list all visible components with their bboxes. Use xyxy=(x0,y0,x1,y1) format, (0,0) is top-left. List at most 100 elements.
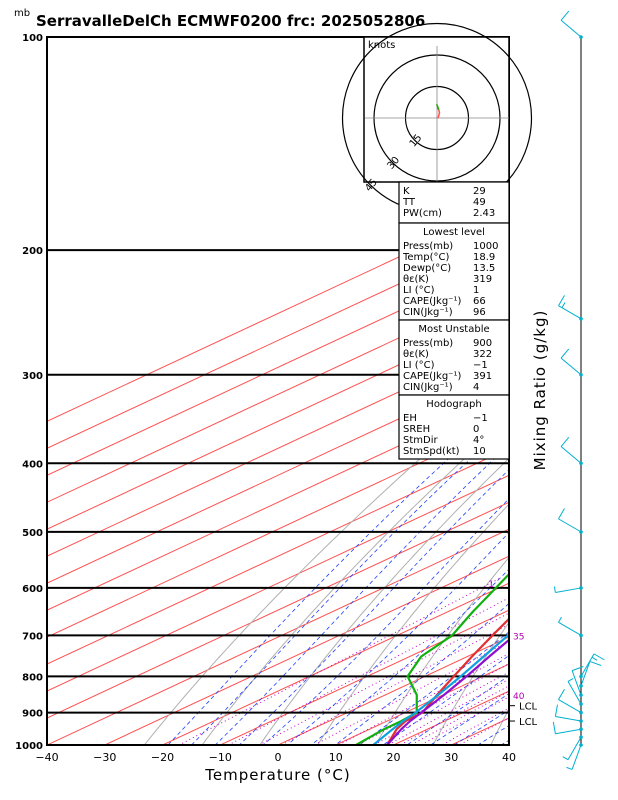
x-axis-title: Temperature (°C) xyxy=(204,766,350,784)
stats-row-label: CIN(Jkg⁻¹) xyxy=(403,382,453,393)
stats-row-label: CIN(Jkg⁻¹) xyxy=(403,307,453,318)
stats-row-label: EH xyxy=(403,413,417,424)
stats-row-value: 66 xyxy=(473,296,486,307)
stats-row-label: K xyxy=(403,186,410,197)
pressure-tick-label: 1000 xyxy=(15,741,43,752)
wind-barb-staff xyxy=(580,661,591,687)
dry-adiabat-line xyxy=(259,457,509,745)
temperature-tick-label: 40 xyxy=(502,751,516,764)
chart-title: SerravalleDelCh ECMWF0200 frc: 202505280… xyxy=(36,12,425,30)
wind-barb-flag xyxy=(552,721,556,734)
moist-adiabat-line xyxy=(310,568,509,745)
stats-row-label: StmDir xyxy=(403,435,438,446)
wind-barb-flag xyxy=(571,666,584,672)
stats-row-value: 322 xyxy=(473,349,492,360)
wind-barb-staff xyxy=(560,357,582,376)
dry-adiabat-line xyxy=(143,380,509,745)
temperature-tick-label: −20 xyxy=(151,751,174,764)
wind-barb-flag xyxy=(591,656,598,661)
dry-adiabat-line xyxy=(201,417,509,745)
temperature-tick-label: −40 xyxy=(35,751,58,764)
mixing-ratio-line xyxy=(337,653,509,745)
moist-adiabat-line xyxy=(334,602,509,745)
stats-row-value: 2.43 xyxy=(473,208,495,219)
stats-row-label: CAPE(Jkg⁻¹) xyxy=(403,371,461,382)
pressure-tick-label: 100 xyxy=(22,33,43,44)
stats-row-label: TT xyxy=(402,197,416,208)
dry-adiabat-line xyxy=(601,37,618,760)
wind-barb-staff xyxy=(555,587,582,593)
temperature-tick-labels: −40 −30 −20 −10 0 10 20 30 40 xyxy=(35,751,516,764)
stats-row-label: SREH xyxy=(403,424,430,435)
moist-adiabat-line xyxy=(262,498,509,745)
stats-row-value: −1 xyxy=(473,413,488,424)
moist-adiabat-line xyxy=(167,404,509,745)
stats-row-value: 4° xyxy=(473,435,484,446)
lcl-label: LCL xyxy=(519,702,538,713)
isotherm-lines xyxy=(47,205,509,745)
stats-section-box xyxy=(398,319,510,396)
pressure-tick-label: 800 xyxy=(22,672,43,683)
wind-barb-staff xyxy=(555,716,582,722)
wind-barb-staff xyxy=(580,653,595,677)
moist-adiabat-line xyxy=(190,422,509,745)
wind-barbs xyxy=(552,10,605,770)
stats-section-box xyxy=(398,394,510,460)
stats-row-label: θε(K) xyxy=(403,349,429,360)
mixing-ratio-line xyxy=(419,696,509,745)
stats-row-label: LI (°C) xyxy=(403,360,435,371)
wind-barb-flag xyxy=(560,348,570,359)
stats-row-label: Dewp(°C) xyxy=(403,263,451,274)
isotherm-line xyxy=(47,231,509,449)
stats-row-value: 1000 xyxy=(473,241,498,252)
stats-row-label: StmSpd(kt) xyxy=(403,446,460,457)
mixing-ratio-line xyxy=(409,690,509,745)
hodograph-trace-upper xyxy=(435,103,440,110)
lcl-labels: LCL LCL xyxy=(509,702,538,728)
stats-row-value: 391 xyxy=(473,371,492,382)
mixing-ratio-line xyxy=(356,663,509,745)
wind-barb-staff xyxy=(558,699,582,714)
stats-section-title: Hodograph xyxy=(426,399,481,410)
theta-e-labels: 35 40 xyxy=(513,632,525,702)
stats-row-value: 0 xyxy=(473,424,479,435)
isotherm-line xyxy=(47,285,509,503)
wind-barb-staff xyxy=(558,518,582,533)
wind-barb-staff xyxy=(571,744,582,770)
isotherm-line xyxy=(103,555,509,745)
temperature-tick-label: 20 xyxy=(387,751,401,764)
dry-adiabat-line xyxy=(542,37,618,760)
wind-barb-flag xyxy=(554,704,558,717)
isotherm-line xyxy=(47,528,509,745)
wind-barb-flag xyxy=(560,437,570,447)
hodograph-frame xyxy=(363,36,510,183)
temperature-tick-label: 30 xyxy=(444,751,458,764)
pressure-tick-label: 300 xyxy=(22,371,43,382)
mixing-ratio-labels: 1 xyxy=(488,580,494,590)
temperature-tick-label: 10 xyxy=(329,751,343,764)
pressure-tick-label: 600 xyxy=(22,584,43,595)
mixing-ratio-line xyxy=(178,577,502,745)
mixing-ratio-line xyxy=(313,640,509,745)
wind-barb-staff xyxy=(560,19,582,38)
moist-adiabat-line xyxy=(214,444,509,745)
plot-area xyxy=(47,37,618,760)
stats-section-title: Most Unstable xyxy=(418,324,489,335)
hodograph-unit-label: knots xyxy=(368,40,395,51)
temperature-tick-label: 0 xyxy=(275,751,282,764)
wind-barb-flag xyxy=(562,756,569,761)
mixing-ratio-label: 1 xyxy=(488,580,494,590)
wind-barb-staff xyxy=(567,736,582,760)
stats-row-value: −1 xyxy=(473,360,488,371)
isotherm-line xyxy=(47,447,509,665)
stats-row-label: Temp(°C) xyxy=(402,252,450,263)
stats-row-label: PW(cm) xyxy=(403,208,442,219)
wind-barb-staff xyxy=(555,728,582,735)
stats-row-value: 96 xyxy=(473,307,486,318)
isotherm-line xyxy=(47,258,509,476)
isotherm-line xyxy=(47,474,509,692)
stats-row-value: 900 xyxy=(473,338,492,349)
